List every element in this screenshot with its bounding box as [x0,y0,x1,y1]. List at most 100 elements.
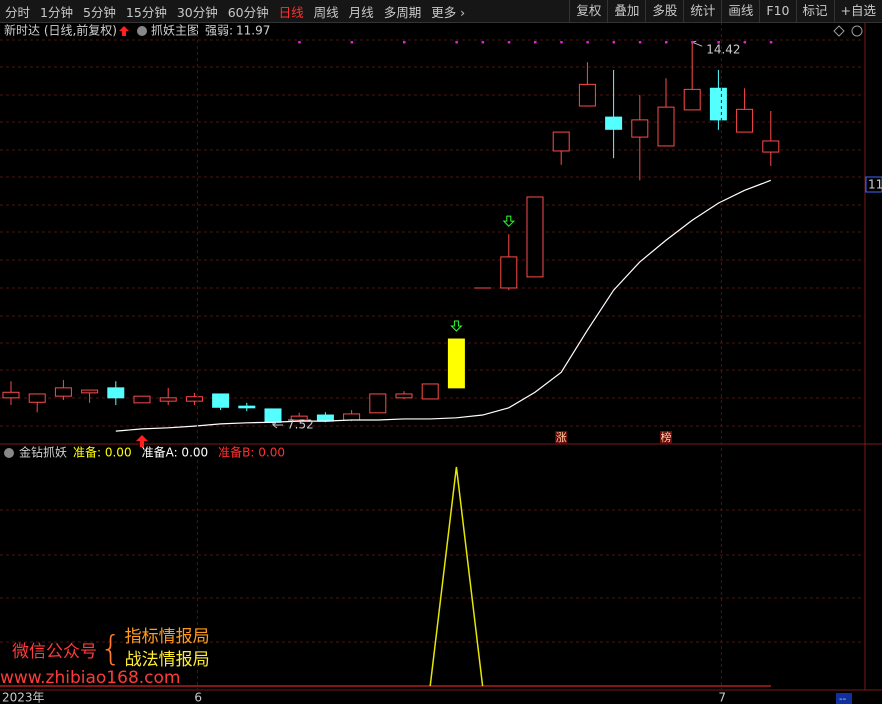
candle-body [631,119,649,138]
price-tag [865,176,882,193]
signal-dot [507,41,511,44]
signal-dot [560,41,563,44]
tool-button[interactable]: +自选 [833,0,882,22]
tool-button[interactable]: 叠加 [607,0,645,22]
period-tab[interactable]: 15分钟 [125,4,167,20]
x-tick-label: 6 [194,691,202,704]
signal-dot [638,41,642,44]
candle-body [500,256,518,289]
annotation: 14.42 [706,43,740,57]
period-tab[interactable]: 月线 [348,4,374,20]
tag-box [660,431,672,444]
menu-icon [4,448,14,458]
candle-body [2,391,20,399]
signal-dot [717,41,720,44]
period-tab[interactable]: 30分钟 [176,4,218,20]
grid [0,39,865,643]
corner-label: -- [839,694,847,704]
watermark-url: www.zhibiao168.com [0,668,181,688]
candle-body [159,397,177,402]
price-tag-label: 11 [868,178,882,192]
candle-body [290,415,308,421]
period-tab[interactable]: 更多 › [431,4,466,20]
period-tab[interactable]: 分时 [5,4,31,20]
candle-body [762,140,780,153]
candle-body [552,131,570,152]
close-icon[interactable] [851,25,863,37]
toolbar: 分时 1分钟 5分钟 15分钟 30分钟 60分钟 日线 周线 月线 多周期 更多 › 复权 叠加 多股统… [0,0,882,23]
candle-body [185,396,203,402]
signal-dot [586,41,589,44]
signal-dot [612,41,616,44]
annotation-arrow [272,421,283,429]
period-tab[interactable]: 日线 [278,4,304,20]
candle-body [238,405,256,409]
up-icon [119,26,129,36]
sell-signal [502,215,516,227]
x-tick-label: 7 [718,691,726,704]
candle-body [683,88,701,111]
corner-box [836,693,852,704]
period-tab[interactable]: 多周期 [383,4,422,20]
tool-button[interactable]: 统计 [683,0,721,22]
x-tick-label: 2023年 [2,691,45,704]
signal-dot [691,41,694,44]
tool-button[interactable]: F10 [759,0,795,22]
candle-body [264,408,282,423]
chart-title: 新时达 (日线,前复权) [4,23,117,38]
indicator-name: 抓妖主图 [151,24,199,38]
tool-button[interactable]: 复权 [569,0,607,22]
candle-body [447,338,465,389]
tag: 涨 [556,431,567,444]
signal-dot [403,41,406,44]
candle-body [657,106,675,147]
candle-body [421,383,439,400]
candle-body [369,393,387,414]
candle-body [395,393,413,399]
legend-item: 准备: 0.00 [73,446,132,460]
candle-body [343,413,361,421]
tag-box [555,431,568,444]
candle-body [578,83,596,107]
watermark-line: 指标情报局 [124,627,210,647]
candle-body [212,393,230,408]
legend-item: 准备A: 0.00 [142,446,209,460]
period-tab[interactable]: 60分钟 [227,4,269,20]
candle-body [81,389,99,394]
tool-button[interactable]: 画线 [721,0,759,22]
annotation: 7.52 [287,418,314,432]
signal-dot [350,41,354,44]
signal-dot [769,41,773,44]
candle-body [133,395,151,404]
watermark-line: 战法情报局 [124,650,210,670]
menu-icon [137,26,147,36]
candle-body [709,87,727,121]
tool-button[interactable]: 标记 [795,0,834,22]
period-tab[interactable]: 5分钟 [82,4,116,20]
period-tab[interactable]: 周线 [313,4,339,20]
signal-dot [665,41,668,44]
indicator-line [429,466,484,687]
candle-body [605,116,623,130]
period-tab[interactable]: 1分钟 [40,4,73,20]
signal-dot [743,41,747,44]
buy-signal [136,435,148,447]
watermark-label: 微信公众号 [12,641,97,662]
toolbar-left: 分时 1分钟 5分钟 15分钟 30分钟 60分钟 日线 周线 月线 多周期 更多 › [0,0,470,22]
diamond-icon[interactable] [833,25,845,37]
tool-button[interactable]: 多股 [645,0,683,22]
signal-dot [298,41,301,44]
tag: 榜 [661,430,672,444]
signal-dot [455,41,458,44]
watermark: 微信公众号{ 指标情报局 战法情报局 www.zhibiao168.com [0,627,210,688]
candle-body [107,387,125,399]
strength-label: 强弱: [205,24,233,38]
ma-line [115,179,772,432]
signal-dot [534,41,537,44]
legend-item: 准备B: 0.00 [218,446,285,460]
candle-body [54,387,72,397]
candle-body [736,108,754,133]
signal-dot [481,41,485,44]
